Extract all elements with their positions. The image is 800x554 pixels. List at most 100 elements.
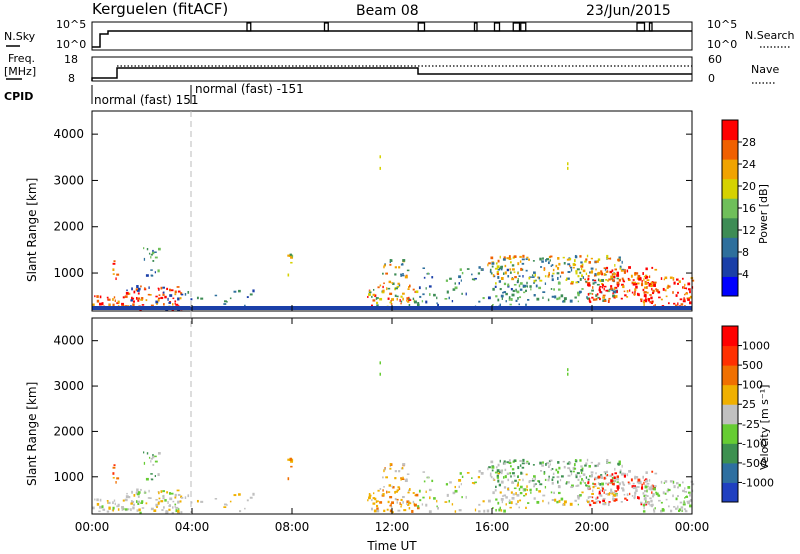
power-cell bbox=[521, 262, 525, 265]
velocity-cell bbox=[137, 502, 140, 505]
velocity-cell bbox=[627, 482, 631, 485]
power-ytick-label: 3000 bbox=[53, 173, 84, 187]
velocity-colorbar-tick-label: 25 bbox=[742, 398, 756, 411]
velocity-cell bbox=[389, 467, 392, 470]
nsky-spike bbox=[323, 22, 329, 32]
velocity-cell bbox=[474, 508, 477, 512]
power-cell bbox=[610, 275, 613, 279]
power-cell bbox=[588, 292, 592, 295]
power-cell bbox=[495, 295, 498, 298]
power-cell bbox=[238, 289, 241, 293]
velocity-cell bbox=[499, 459, 501, 463]
power-cell bbox=[631, 291, 634, 294]
power-cell bbox=[164, 295, 167, 299]
power-cell bbox=[609, 257, 612, 260]
velocity-cell bbox=[660, 480, 663, 484]
power-cell bbox=[473, 279, 476, 281]
velocity-cell bbox=[379, 501, 383, 504]
power-cell bbox=[495, 262, 498, 265]
power-cell bbox=[539, 279, 543, 282]
power-cell bbox=[560, 271, 564, 274]
velocity-cell bbox=[151, 455, 155, 459]
power-cell bbox=[585, 272, 588, 276]
velocity-cell bbox=[654, 507, 656, 510]
velocity-cell bbox=[680, 506, 684, 509]
velocity-cell bbox=[638, 481, 641, 485]
power-cell bbox=[131, 287, 133, 291]
velocity-cell bbox=[547, 501, 550, 505]
velocity-cell bbox=[643, 481, 645, 485]
power-cell bbox=[112, 298, 114, 301]
velocity-cell bbox=[553, 491, 555, 495]
power-cell bbox=[391, 298, 395, 301]
velocity-cell bbox=[604, 501, 607, 504]
power-cell bbox=[642, 288, 645, 292]
nsearch-tick-top: 10^5 bbox=[707, 18, 737, 31]
velocity-cell bbox=[368, 494, 372, 497]
power-cell bbox=[389, 258, 392, 262]
velocity-cell bbox=[413, 503, 417, 507]
power-cell bbox=[526, 256, 529, 259]
power-cell bbox=[287, 273, 290, 277]
velocity-cell bbox=[233, 494, 237, 497]
power-cell bbox=[599, 279, 602, 283]
velocity-cell bbox=[580, 471, 583, 475]
power-cell bbox=[644, 274, 648, 277]
freq-tick-bottom: 8 bbox=[68, 72, 75, 85]
velocity-cell bbox=[613, 479, 615, 482]
power-cell bbox=[605, 279, 608, 281]
nave-tick-bottom: 0 bbox=[708, 72, 715, 85]
velocity-cell bbox=[651, 503, 654, 506]
velocity-cell bbox=[587, 486, 590, 490]
nsky-spike bbox=[636, 22, 646, 32]
power-cell bbox=[682, 300, 686, 303]
power-cell bbox=[489, 268, 492, 272]
power-cell bbox=[510, 298, 513, 301]
velocity-cell bbox=[525, 462, 528, 465]
power-cell bbox=[496, 270, 499, 274]
power-colorbar-band bbox=[722, 237, 738, 258]
velocity-cell bbox=[626, 499, 629, 501]
velocity-cell bbox=[200, 500, 204, 503]
velocity-cell bbox=[377, 489, 380, 492]
power-cell bbox=[460, 279, 462, 282]
velocity-cell bbox=[385, 476, 389, 479]
velocity-cell bbox=[603, 489, 607, 491]
power-cell bbox=[599, 290, 602, 294]
velocity-cell bbox=[557, 485, 561, 489]
nsky-spike bbox=[473, 22, 478, 32]
power-cell bbox=[122, 304, 125, 307]
velocity-cell bbox=[641, 483, 643, 486]
power-cell bbox=[603, 273, 606, 276]
power-cell bbox=[513, 284, 517, 286]
velocity-cell bbox=[500, 480, 504, 484]
velocity-cell bbox=[607, 461, 611, 464]
power-cell bbox=[500, 265, 503, 269]
velocity-cell bbox=[112, 472, 115, 475]
velocity-cell bbox=[601, 487, 604, 490]
velocity-cell bbox=[604, 471, 607, 475]
power-cell bbox=[572, 266, 575, 269]
velocity-cell bbox=[489, 472, 492, 476]
power-colorbar-band bbox=[722, 120, 738, 141]
power-cell bbox=[158, 297, 161, 300]
power-cell bbox=[601, 278, 605, 282]
velocity-cell bbox=[497, 479, 500, 483]
velocity-cell bbox=[638, 496, 640, 500]
velocity-cell bbox=[647, 485, 650, 488]
power-cell bbox=[478, 266, 481, 269]
velocity-cell bbox=[398, 470, 401, 473]
velocity-cell bbox=[599, 489, 602, 491]
power-cell bbox=[568, 257, 571, 260]
velocity-cell bbox=[398, 487, 401, 490]
velocity-cell bbox=[689, 499, 693, 502]
power-cell bbox=[569, 257, 572, 261]
power-cell bbox=[563, 297, 567, 301]
velocity-cell bbox=[571, 484, 574, 487]
power-cell bbox=[562, 300, 564, 303]
power-cell bbox=[631, 281, 634, 285]
power-cell bbox=[529, 285, 532, 288]
velocity-cell bbox=[587, 496, 590, 499]
velocity-cell bbox=[651, 491, 653, 494]
power-cell bbox=[396, 295, 399, 298]
